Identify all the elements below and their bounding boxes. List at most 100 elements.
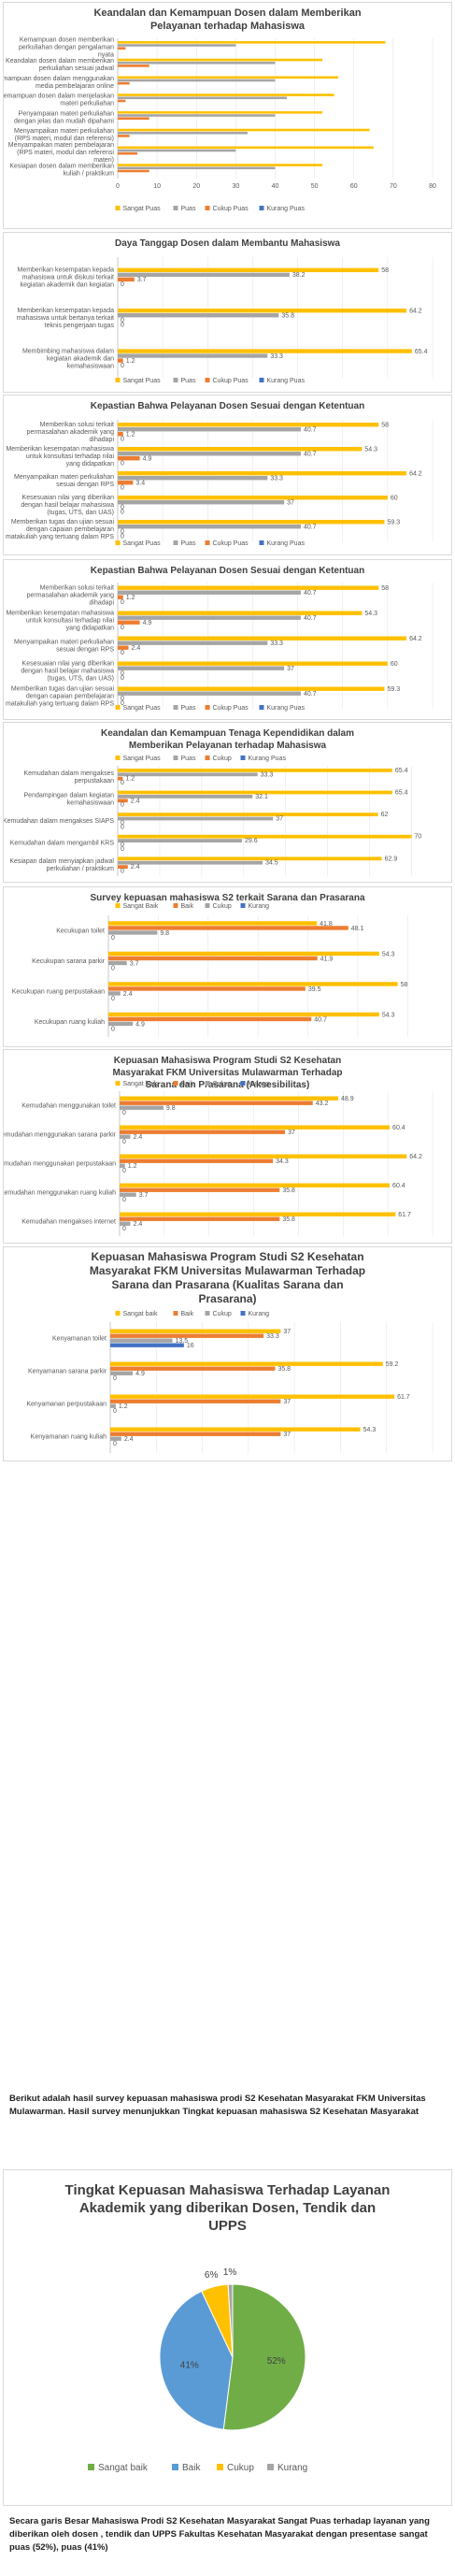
bar-cukup-puas — [118, 169, 149, 173]
data-label: 58 — [381, 267, 389, 274]
category-label: Menyampaikan materi perkuliahan — [14, 128, 114, 135]
data-label: 54.3 — [382, 951, 395, 957]
category-label: dengan jelas dan mudah dipahami — [14, 118, 114, 124]
bar-cukup — [108, 930, 158, 935]
data-label: 0 — [122, 1139, 126, 1145]
data-label: 2.4 — [132, 645, 141, 652]
legend-swatch — [115, 206, 121, 210]
data-label: 1.2 — [126, 358, 135, 365]
bar-cukup — [120, 1221, 131, 1226]
bar-puas — [118, 816, 274, 821]
bar-sangat-puas — [118, 164, 323, 166]
x-tick-label: 80 — [429, 183, 436, 190]
category-label: Penyampaian materi perkuliahan — [19, 110, 114, 117]
bar-cukup-puas — [118, 277, 135, 282]
legend-entry: Kurang — [249, 1081, 270, 1087]
data-label: 0 — [122, 1226, 126, 1232]
category-label: Kecukupan ruang perpustakaan — [12, 988, 105, 995]
data-label: 64.2 — [409, 1154, 422, 1160]
legend-entry: Sangat Puas — [123, 206, 162, 212]
pie-chart: Tingkat Kepuasan Mahasiswa Terhadap Laya… — [65, 2182, 391, 2473]
bar-chart-panel-7: Kepuasan Mahasiswa Program Studi S2 Kese… — [3, 1049, 452, 1244]
legend-entry: Kurang — [277, 2463, 307, 2473]
legend-entry: Cukup — [213, 1311, 232, 1317]
category-label: Pendampingan dalam kegiatan — [23, 792, 114, 799]
data-label: 0 — [121, 696, 124, 702]
data-label: 35.8 — [281, 313, 294, 320]
chart-title: Keandalan dan Kemampuan Tenaga Kependidi… — [101, 728, 354, 739]
bar-cukup-puas — [118, 151, 138, 155]
bar-chart-panel-3: Kepastian Bahwa Pelayanan Dosen Sesuai d… — [3, 395, 452, 555]
legend-swatch — [205, 705, 210, 710]
data-label: 0 — [121, 485, 124, 492]
data-label: 39.5 — [308, 986, 321, 993]
legend-swatch — [173, 1311, 178, 1316]
bar-cukup-puas — [118, 358, 123, 363]
data-label: 41.8 — [320, 921, 333, 928]
category-label: Kenyamanan sarana parkir — [28, 1369, 107, 1375]
legend-swatch — [259, 378, 264, 382]
data-label: 40.7 — [304, 615, 317, 622]
bar-cukup-puas — [118, 99, 126, 103]
bar-puas — [118, 272, 290, 278]
bar-baik — [120, 1158, 274, 1163]
bar-sangat-puas — [118, 309, 407, 313]
bar-puas — [118, 615, 301, 620]
legend-entry: Sangat Puas — [123, 705, 162, 712]
chart-title: UPPS — [208, 2218, 247, 2234]
x-tick-label: 50 — [311, 183, 319, 190]
data-label: 0 — [121, 510, 124, 516]
data-label: 0 — [121, 869, 124, 875]
bar-chart-6: Survey kepuasan mahasiswa S2 terkait Sar… — [12, 893, 408, 1037]
bar-cukup-puas — [118, 432, 123, 437]
data-label: 61.7 — [398, 1212, 411, 1218]
category-label: Kecukupan sarana parkir — [32, 958, 105, 965]
bar-sangat-baik — [110, 1329, 281, 1333]
legend-swatch — [240, 1081, 246, 1086]
bar-sangat-baik — [120, 1154, 407, 1158]
bar-sangat-baik — [120, 1183, 391, 1187]
legend-swatch — [205, 378, 210, 382]
bar-puas — [118, 44, 236, 47]
category-label: Kemudahan menggunakan ruang kuliah — [4, 1190, 116, 1197]
category-label: dihadapi — [90, 437, 115, 443]
legend-entry: Cukup — [227, 2463, 254, 2473]
bar-cukup-puas — [118, 65, 149, 67]
bar-puas — [118, 860, 263, 865]
bar-cukup — [120, 1163, 125, 1168]
category-label: Kemudahan menggunakan perpustakaan — [4, 1161, 116, 1168]
data-label: 0 — [121, 461, 124, 468]
data-label: 0 — [122, 1168, 126, 1174]
category-label: yang didapatkan — [66, 626, 114, 632]
data-label: 37 — [283, 1329, 291, 1335]
legend-entry: Kurang Puas — [267, 540, 306, 547]
bar-cukup-puas — [118, 620, 140, 625]
bar-puas — [118, 452, 301, 456]
legend-entry: Cukup Puas — [213, 705, 249, 712]
bar-puas — [118, 839, 243, 842]
bar-puas — [118, 353, 268, 358]
bar-cukup — [110, 1371, 134, 1375]
category-label: perpustakaan — [75, 778, 115, 784]
bar-chart-panel-2: Daya Tanggap Dosen dalam Membantu Mahasi… — [3, 232, 452, 393]
legend-swatch — [267, 2464, 274, 2470]
data-label: 1.2 — [126, 595, 135, 601]
category-label: Keandalan dosen dalam memberikan — [6, 58, 114, 65]
category-label: Kesiapan dosen dalam memberikan — [9, 164, 114, 170]
data-label: 59.3 — [387, 686, 400, 693]
bar-sangat-puas — [118, 41, 386, 44]
chart-title: Survey kepuasan mahasiswa S2 terkait Sar… — [90, 893, 364, 903]
category-label: Kemudahan dalam mengambil KRS — [10, 841, 115, 847]
data-label: 43.2 — [316, 1101, 329, 1107]
bar-puas — [118, 666, 285, 670]
category-label: kemahasiswaan — [67, 363, 114, 369]
data-label: 59.2 — [386, 1361, 399, 1368]
bar-puas — [118, 590, 301, 595]
data-label: 16 — [187, 1343, 194, 1349]
chart-title: Prasarana) — [198, 1292, 256, 1305]
data-label: 0 — [113, 1408, 117, 1415]
legend-entry: Puas — [181, 540, 196, 547]
legend-swatch — [259, 206, 264, 210]
bar-sangat-baik — [120, 1096, 339, 1101]
data-label: 64.2 — [409, 309, 422, 315]
